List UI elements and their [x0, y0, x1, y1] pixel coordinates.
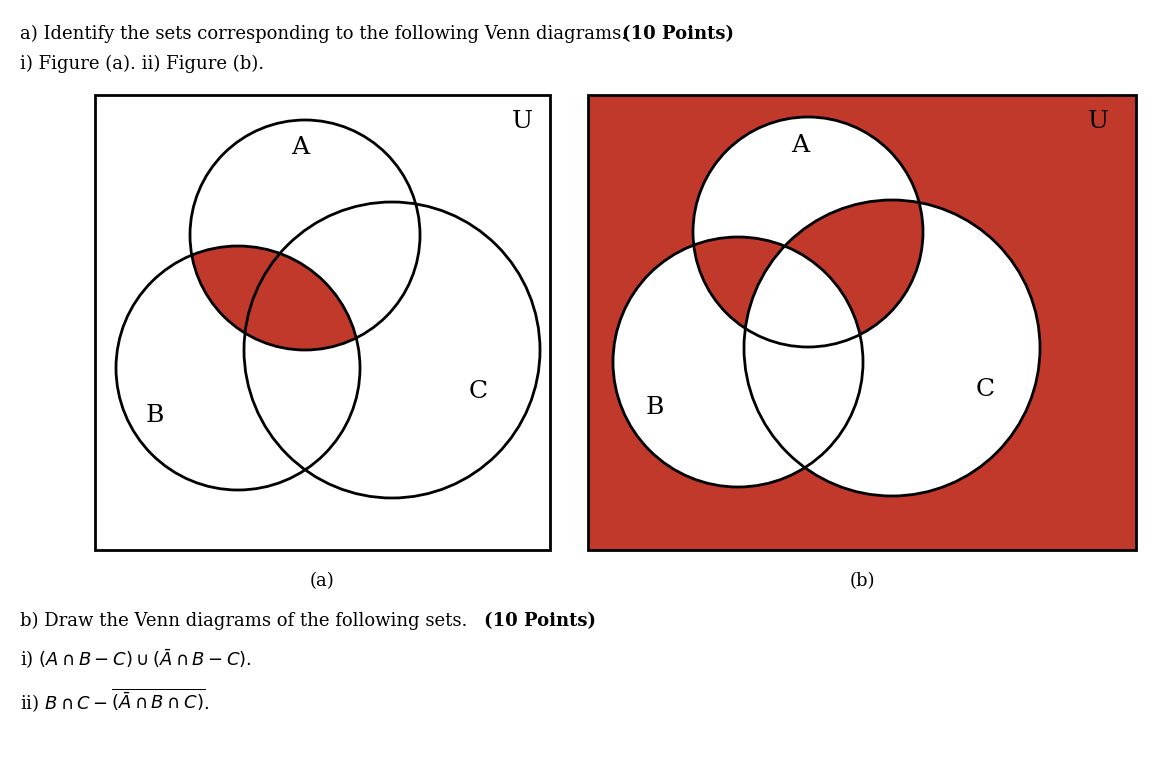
Circle shape	[693, 117, 923, 347]
Text: i) $(A \cap B - C) \cup (\bar{A} \cap B - C).$: i) $(A \cap B - C) \cup (\bar{A} \cap B …	[20, 648, 251, 672]
Text: A: A	[291, 136, 310, 159]
Text: (10 Points): (10 Points)	[623, 25, 734, 43]
Circle shape	[744, 200, 1040, 496]
Bar	[588, 95, 1136, 550]
Text: B: B	[146, 404, 165, 427]
Text: (a): (a)	[310, 572, 334, 590]
Text: C: C	[468, 381, 487, 404]
Text: U: U	[512, 110, 533, 133]
Text: a) Identify the sets corresponding to the following Venn diagrams.: a) Identify the sets corresponding to th…	[20, 25, 639, 43]
Text: B: B	[646, 397, 665, 420]
Circle shape	[613, 237, 863, 487]
Text: ii) $B \cap C - \overline{(\bar{A} \cap B \cap C)}.$: ii) $B \cap C - \overline{(\bar{A} \cap …	[20, 686, 209, 714]
Polygon shape	[745, 246, 860, 347]
Text: (b): (b)	[849, 572, 875, 590]
Polygon shape	[694, 237, 860, 347]
Text: U: U	[1087, 110, 1108, 133]
Bar	[95, 95, 550, 550]
Text: (10 Points): (10 Points)	[484, 612, 596, 630]
Text: b) Draw the Venn diagrams of the following sets.: b) Draw the Venn diagrams of the followi…	[20, 612, 479, 630]
Text: A: A	[791, 133, 809, 156]
Polygon shape	[745, 200, 923, 347]
Polygon shape	[192, 246, 356, 350]
Text: C: C	[975, 378, 995, 401]
Text: i) Figure (a). ii) Figure (b).: i) Figure (a). ii) Figure (b).	[20, 55, 264, 74]
